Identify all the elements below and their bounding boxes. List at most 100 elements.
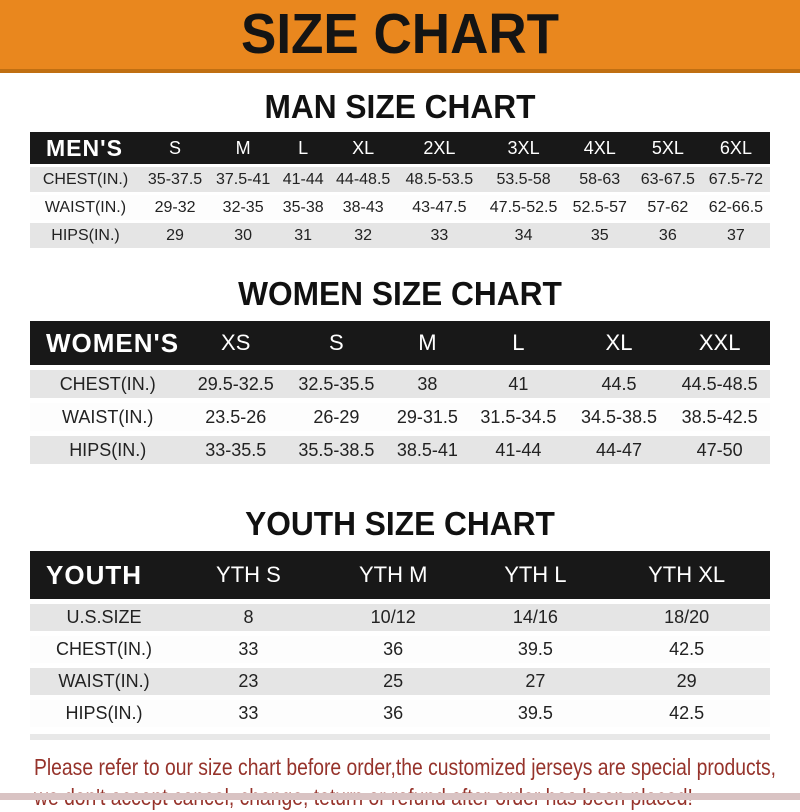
size-value-cell: 34.5-38.5 [568,403,670,431]
size-value-cell: 43-47.5 [397,195,482,220]
size-value-cell: 41-44 [468,436,569,464]
row-label-cell: WAIST(IN.) [30,403,186,431]
size-column-header: S [141,132,210,164]
size-value-cell: 38-43 [329,195,398,220]
row-label-cell: CHEST(IN.) [30,636,178,663]
size-column-header: YTH L [467,551,604,599]
table-category-header: YOUTH [30,551,178,599]
row-label-cell: WAIST(IN.) [30,668,178,695]
size-value-cell: 47.5-52.5 [481,195,566,220]
size-column-header: XXL [669,321,770,365]
size-column-header: L [277,132,330,164]
row-label-cell: CHEST(IN.) [30,370,186,398]
row-label-cell: CHEST(IN.) [30,167,141,192]
size-value-cell: 23.5-26 [185,403,287,431]
size-value-cell: 53.5-58 [481,167,566,192]
size-column-header: 5XL [633,132,702,164]
table-category-header: WOMEN'S [30,321,186,365]
size-value-cell: 52.5-57 [565,195,634,220]
section-heading-women: WOMEN SIZE CHART [238,275,562,312]
row-label-cell: HIPS(IN.) [30,223,141,248]
size-value-cell: 41 [468,370,569,398]
size-value-cell: 29.5-32.5 [185,370,287,398]
size-value-cell: 48.5-53.5 [397,167,482,192]
size-value-cell: 32-35 [209,195,278,220]
size-column-header: 4XL [565,132,634,164]
size-value-cell: 44-47 [568,436,670,464]
size-value-cell: 14/16 [467,604,604,631]
size-value-cell: 23 [178,668,319,695]
size-value-cell: 38 [386,370,469,398]
table-row: HIPS(IN.) 33-35.5 35.5-38.5 38.5-41 41-44 44-… [30,436,770,464]
banner: SIZE CHART [0,0,800,73]
table-row: WAIST(IN.) 23.5-26 26-29 29-31.5 31.5-34.5 34… [30,403,770,431]
footer-line-1: Please refer to our size chart before or… [34,754,777,780]
size-value-cell: 29 [603,668,770,695]
row-label-cell: WAIST(IN.) [30,195,141,220]
men-size-table: MEN'S S M L XL 2XL 3XL 4XL 5XL 6XL CHEST(IN.) 35-3… [30,129,770,251]
size-value-cell: 25 [318,668,468,695]
size-value-cell: 63-67.5 [633,167,702,192]
section-heading-youth: YOUTH SIZE CHART [245,505,555,542]
size-value-cell: 33 [178,636,319,663]
row-label-cell: HIPS(IN.) [30,700,178,727]
table-row: WAIST(IN.) 29-32 32-35 35-38 38-43 43-47.5 47.… [30,195,770,220]
size-value-cell: 18/20 [603,604,770,631]
table-row: CHEST(IN.) 33 36 39.5 42.5 [30,636,770,663]
size-value-cell: 30 [209,223,278,248]
size-value-cell: 39.5 [467,636,604,663]
size-column-header: M [209,132,278,164]
row-label-cell: U.S.SIZE [30,604,178,631]
size-value-cell: 29-32 [141,195,210,220]
size-value-cell: 10/12 [318,604,468,631]
size-value-cell: 36 [318,636,468,663]
size-column-header: XL [568,321,670,365]
youth-table-bottom-strip [30,734,770,740]
table-row: WAIST(IN.) 23 25 27 29 [30,668,770,695]
size-value-cell: 31 [277,223,330,248]
size-value-cell: 35 [565,223,634,248]
size-value-cell: 31.5-34.5 [468,403,569,431]
size-column-header: L [468,321,569,365]
youth-size-table: YOUTH YTH S YTH M YTH L YTH XL U.S.SIZE 8 10/1… [30,546,770,732]
page-title: SIZE CHART [240,2,560,66]
table-row: CHEST(IN.) 29.5-32.5 32.5-35.5 38 41 44.5 44.5… [30,370,770,398]
size-value-cell: 47-50 [669,436,770,464]
table-category-header: MEN'S [30,132,141,164]
bottom-edge-strip [0,793,800,800]
size-value-cell: 35-38 [277,195,330,220]
size-column-header: XS [185,321,287,365]
size-value-cell: 42.5 [603,636,770,663]
size-column-header: YTH XL [603,551,770,599]
table-row: U.S.SIZE 8 10/12 14/16 18/20 [30,604,770,631]
size-value-cell: 36 [318,700,468,727]
size-value-cell: 37 [701,223,770,248]
size-value-cell: 39.5 [467,700,604,727]
size-value-cell: 33 [397,223,482,248]
size-column-header: 6XL [701,132,770,164]
size-value-cell: 33-35.5 [185,436,287,464]
size-column-header: S [286,321,387,365]
table-row: HIPS(IN.) 29 30 31 32 33 34 35 36 37 [30,223,770,248]
youth-table-header-row: YOUTH YTH S YTH M YTH L YTH XL [30,551,770,599]
size-value-cell: 37.5-41 [209,167,278,192]
size-value-cell: 44.5-48.5 [669,370,770,398]
women-table-header-row: WOMEN'S XS S M L XL XXL [30,321,770,365]
table-row: HIPS(IN.) 33 36 39.5 42.5 [30,700,770,727]
footer-note: Please refer to our size chart before or… [0,752,800,812]
size-value-cell: 32 [329,223,398,248]
size-column-header: YTH S [178,551,319,599]
table-row: CHEST(IN.) 35-37.5 37.5-41 41-44 44-48.5 48.5… [30,167,770,192]
size-value-cell: 32.5-35.5 [286,370,387,398]
size-value-cell: 44.5 [568,370,670,398]
size-value-cell: 36 [633,223,702,248]
size-value-cell: 29-31.5 [386,403,469,431]
size-value-cell: 8 [178,604,319,631]
size-value-cell: 26-29 [286,403,387,431]
size-value-cell: 27 [467,668,604,695]
size-value-cell: 34 [481,223,566,248]
size-value-cell: 44-48.5 [329,167,398,192]
men-table-header-row: MEN'S S M L XL 2XL 3XL 4XL 5XL 6XL [30,132,770,164]
size-column-header: M [386,321,469,365]
